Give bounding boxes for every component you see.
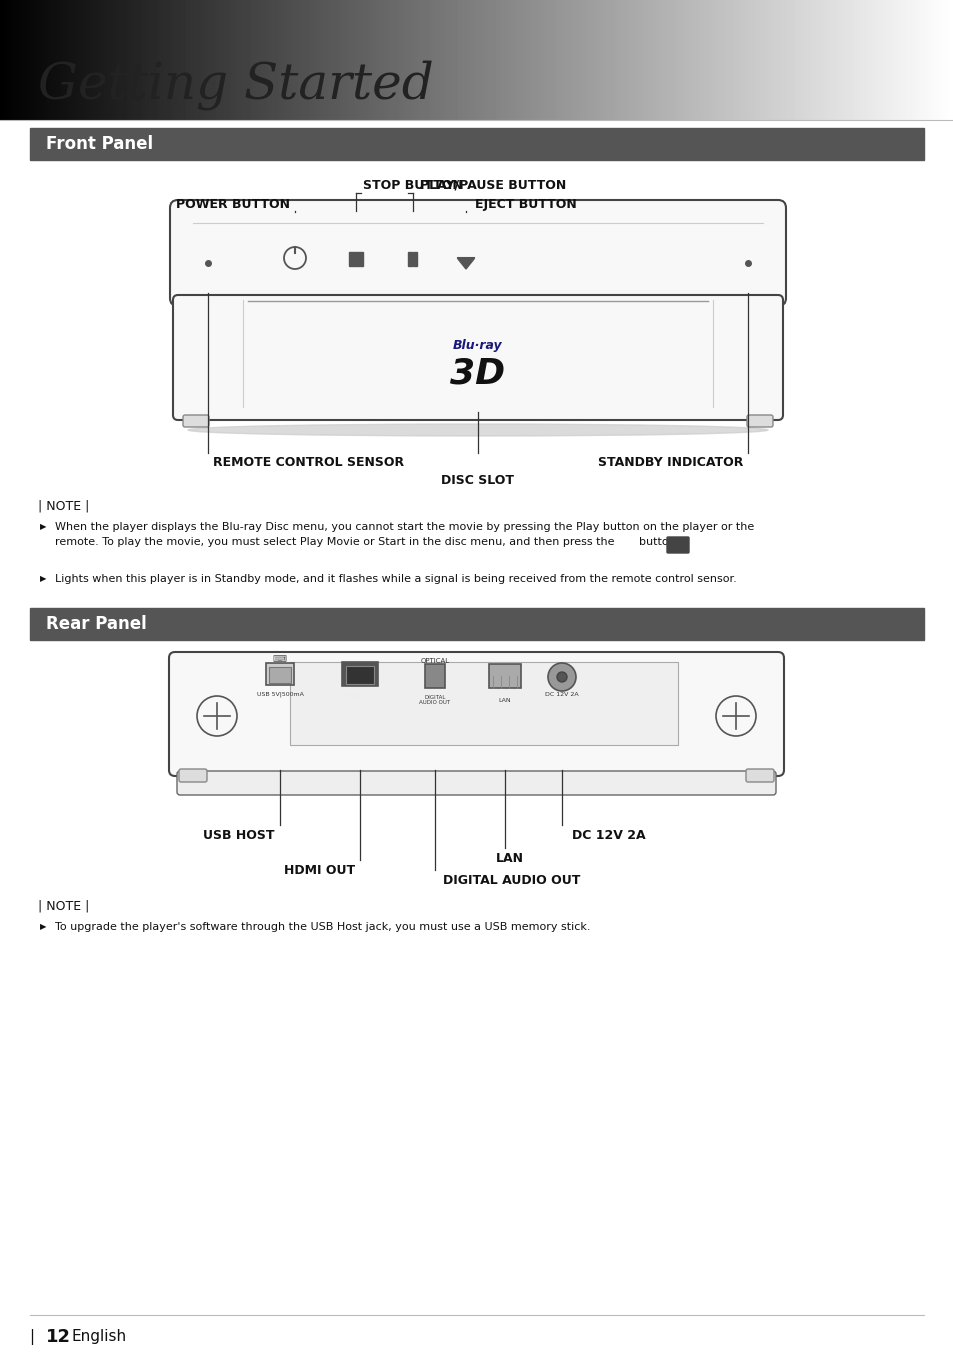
Text: |: | [30, 1330, 40, 1345]
Text: Blu·ray: Blu·ray [453, 338, 502, 352]
Text: English: English [71, 1330, 127, 1345]
Text: 3D: 3D [450, 357, 505, 391]
Circle shape [557, 672, 566, 682]
Bar [413, 252, 416, 265]
FancyBboxPatch shape [169, 653, 783, 776]
Text: STOP BUTTON: STOP BUTTON [363, 179, 462, 192]
Text: EJECT BUTTON: EJECT BUTTON [475, 198, 577, 211]
Bar [30, 608, 923, 640]
Text: DIGITAL
AUDIO OUT: DIGITAL AUDIO OUT [419, 695, 450, 705]
Text: STANDBY INDICATOR: STANDBY INDICATOR [597, 456, 742, 468]
Text: To upgrade the player's software through the USB Host jack, you must use a USB m: To upgrade the player's software through… [55, 922, 590, 932]
Text: Getting Started: Getting Started [38, 60, 434, 110]
Bar [408, 252, 412, 265]
FancyBboxPatch shape [172, 295, 782, 420]
Bar [266, 663, 294, 685]
Text: POWER BUTTON: POWER BUTTON [175, 198, 290, 211]
Text: 12: 12 [46, 1328, 71, 1346]
Circle shape [547, 663, 576, 691]
FancyBboxPatch shape [666, 538, 688, 552]
Bar [290, 662, 678, 745]
Text: When the player displays the Blu-ray Disc menu, you cannot start the movie by pr: When the player displays the Blu-ray Dis… [55, 523, 754, 547]
Text: Rear Panel: Rear Panel [46, 615, 147, 634]
Text: USB HOST: USB HOST [203, 829, 274, 842]
Text: Lights when this player is in Standby mode, and it flashes while a signal is bei: Lights when this player is in Standby mo… [55, 574, 736, 584]
Text: ↺: ↺ [673, 554, 681, 565]
FancyBboxPatch shape [745, 769, 773, 783]
FancyBboxPatch shape [170, 200, 785, 306]
Text: HDMI  OUT: HDMI OUT [342, 695, 376, 700]
Text: REMOTE CONTROL SENSOR: REMOTE CONTROL SENSOR [213, 456, 404, 468]
FancyBboxPatch shape [746, 414, 772, 427]
Text: DIGITAL AUDIO OUT: DIGITAL AUDIO OUT [442, 873, 579, 887]
Ellipse shape [188, 424, 767, 436]
Text: LAN: LAN [496, 852, 523, 865]
FancyBboxPatch shape [179, 769, 207, 783]
Text: DC 12V 2A: DC 12V 2A [572, 829, 645, 842]
Text: HDMI OUT: HDMI OUT [284, 864, 355, 877]
Text: Front Panel: Front Panel [46, 135, 153, 153]
Bar [341, 662, 377, 686]
Text: ⌨: ⌨ [273, 654, 287, 663]
Bar [349, 252, 363, 265]
Bar [30, 129, 923, 160]
FancyBboxPatch shape [183, 414, 209, 427]
Text: ▶: ▶ [40, 922, 47, 932]
Bar [424, 663, 444, 688]
Text: | NOTE |: | NOTE | [38, 500, 90, 513]
Text: ▶: ▶ [40, 574, 47, 584]
Text: DISC SLOT: DISC SLOT [441, 474, 514, 487]
Polygon shape [457, 259, 474, 269]
Text: | NOTE |: | NOTE | [38, 900, 90, 913]
FancyBboxPatch shape [177, 770, 775, 795]
Text: PLAY/PAUSE BUTTON: PLAY/PAUSE BUTTON [419, 179, 566, 192]
Text: DC 12V 2A: DC 12V 2A [544, 692, 578, 697]
Text: ▶: ▶ [40, 523, 47, 531]
Ellipse shape [192, 779, 760, 791]
Bar [269, 668, 291, 682]
Bar [346, 666, 374, 684]
Text: LAN: LAN [498, 697, 511, 703]
Text: OPTICAL: OPTICAL [420, 658, 449, 663]
Bar [489, 663, 520, 688]
Text: USB 5V|500mA: USB 5V|500mA [256, 692, 303, 697]
